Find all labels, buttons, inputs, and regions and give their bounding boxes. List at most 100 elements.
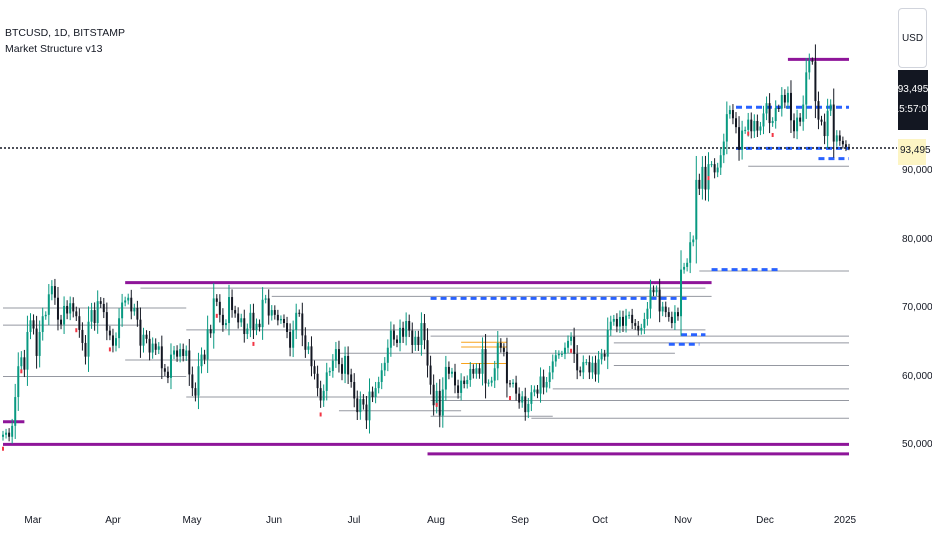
candle-body [115, 338, 118, 346]
candle-body [399, 327, 402, 343]
candle-body [664, 306, 667, 313]
price-tick-label: 80,000 [902, 233, 932, 245]
candle-body [481, 349, 484, 374]
candle-body [179, 349, 182, 357]
candle-body [23, 357, 26, 370]
candle-body [414, 336, 417, 345]
candle-body [731, 110, 734, 119]
candle-body [493, 368, 496, 381]
candle-body [826, 110, 829, 137]
candle-body [643, 318, 646, 328]
candle-body [576, 353, 579, 371]
candle-body [203, 354, 206, 360]
candle-body [38, 331, 41, 356]
candle-body [472, 368, 475, 374]
candle-body [597, 359, 600, 375]
candle-body [11, 425, 14, 437]
candle-body [502, 347, 505, 352]
candle-body [698, 179, 701, 189]
candle-body [447, 366, 450, 374]
candle-body [215, 298, 218, 302]
candle-body [560, 353, 563, 355]
candle-body [359, 399, 362, 413]
candle-body [848, 147, 850, 149]
candle-body [139, 319, 142, 346]
candle-body [87, 321, 90, 357]
symbol-label[interactable]: BTCUSD, 1D, BITSTAMP [5, 27, 125, 39]
candle-body [615, 318, 618, 327]
candle-body [432, 384, 435, 406]
candle-body [267, 298, 270, 316]
time-tick-label: Jun [265, 515, 283, 526]
candle-body [298, 312, 301, 314]
candle-body [270, 310, 273, 316]
candle-body [771, 120, 774, 124]
candle-body [206, 329, 209, 360]
candle-body [328, 371, 331, 373]
candle-body [661, 306, 664, 312]
candle-body [304, 335, 307, 350]
candle-body [347, 355, 350, 375]
candle-body [14, 397, 17, 426]
swing-marker [215, 313, 218, 318]
candle-body [374, 388, 377, 398]
candle-body [356, 398, 359, 413]
candle-body [166, 371, 169, 378]
candle-body [649, 289, 652, 309]
candle-body [105, 312, 108, 331]
candle-body [395, 339, 398, 343]
candle-body [237, 313, 240, 323]
time-tick-label: Mar [24, 515, 42, 526]
candle-body [121, 302, 124, 319]
candle-body [411, 330, 414, 345]
candle-body [212, 298, 215, 334]
candle-body [738, 127, 741, 150]
last-price-tag: 93,495 15:57:07 [894, 70, 932, 130]
indicator-label[interactable]: Market Structure v13 [5, 43, 103, 55]
candle-body [194, 388, 197, 396]
candle-body [548, 372, 551, 382]
candle-body [209, 329, 212, 334]
candle-body [487, 382, 490, 384]
candle-body [469, 368, 472, 380]
candle-body [658, 289, 661, 312]
candle-body [276, 314, 279, 321]
time-tick-label: Jul [347, 515, 361, 526]
candle-body [725, 114, 728, 142]
candle-body [176, 350, 179, 357]
price-tick-label: 90,000 [902, 165, 932, 176]
candle-body [197, 366, 200, 396]
candle-body [811, 60, 814, 62]
candle-body [585, 362, 588, 364]
candle-body [234, 310, 237, 314]
candle-body [573, 336, 576, 354]
candle-body [344, 355, 347, 374]
candle-body [783, 94, 786, 103]
candle-body [240, 318, 243, 323]
candle-body [805, 72, 808, 105]
candle-body [521, 396, 524, 403]
candle-body [81, 329, 84, 343]
candle-body [441, 389, 444, 416]
candle-body [96, 301, 99, 324]
candle-body [719, 155, 722, 168]
candle-body [759, 126, 762, 131]
chart-legend: BTCUSD, 1D, BITSTAMP Market Structure v1… [5, 25, 125, 57]
candle-body [20, 357, 23, 367]
candle-body [829, 104, 832, 111]
swing-marker [108, 347, 111, 352]
candle-body [618, 316, 621, 327]
swing-marker [435, 402, 438, 407]
candle-body [438, 390, 441, 416]
candle-body [646, 308, 649, 319]
candle-body [133, 308, 136, 312]
currency-button[interactable]: USD [898, 8, 927, 68]
candle-body [75, 311, 78, 317]
candle-body [768, 103, 771, 124]
candle-body [762, 113, 765, 127]
candle-body [530, 392, 533, 404]
candle-body [793, 120, 796, 132]
candle-body [844, 144, 847, 148]
